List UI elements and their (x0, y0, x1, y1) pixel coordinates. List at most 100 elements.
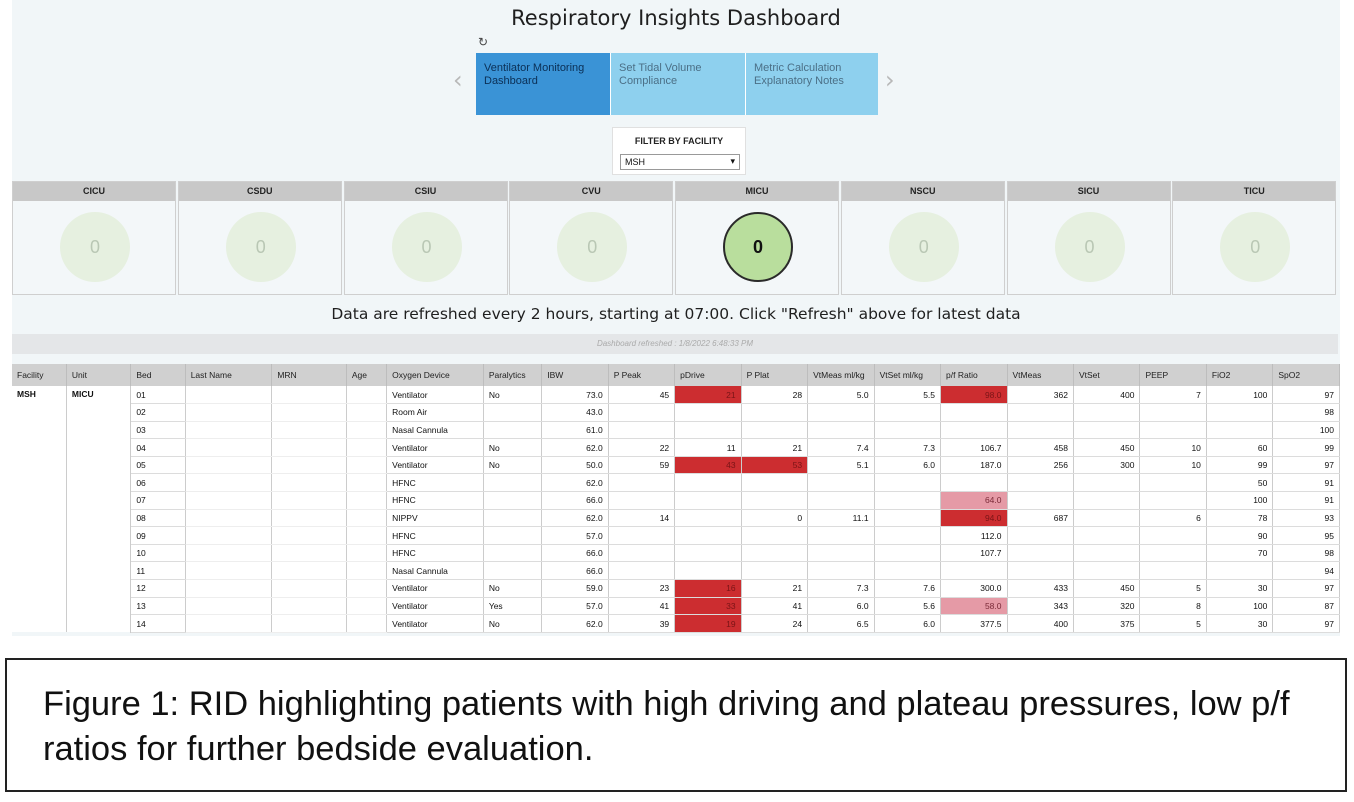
bed-cell: 14 (130, 614, 186, 633)
column-header[interactable]: Unit (66, 364, 132, 386)
unit-count-badge: 0 (1054, 212, 1125, 282)
column-header[interactable]: VtMeas (1007, 364, 1074, 386)
column-header[interactable]: P Peak (608, 364, 676, 386)
age-cell (346, 526, 388, 545)
vtset-cell (1073, 421, 1141, 440)
unit-card-micu[interactable]: MICU 0 (675, 181, 839, 295)
table-row[interactable]: 10 HFNC 66.0 107.7 70 98 (12, 544, 1340, 563)
ibw-cell: 43.0 (541, 403, 609, 422)
unit-summary-row: CICU 0 CSDU 0 CSIU 0 CVU 0 MICU 0 NSCU 0 SICU 0 TICU 0 (12, 181, 1338, 295)
column-header[interactable]: Oxygen Device (386, 364, 484, 386)
unit-count-badge: 0 (888, 212, 959, 282)
vtset-kg-cell (874, 473, 942, 493)
column-header[interactable]: VtMeas ml/kg (807, 364, 875, 386)
column-header[interactable]: SpO2 (1272, 364, 1340, 386)
unit-card-sicu[interactable]: SICU 0 (1006, 181, 1171, 295)
table-row[interactable]: 11 Nasal Cannula 66.0 94 (12, 561, 1340, 581)
column-header[interactable]: Age (346, 364, 388, 386)
column-header[interactable]: VtSet ml/kg (874, 364, 942, 386)
table-row[interactable]: 03 Nasal Cannula 61.0 100 (12, 421, 1340, 440)
pplat-cell: 0 (741, 509, 809, 528)
table-row[interactable]: MSH MICU 01 Ventilator No 73.0 45 21 28 5.0 5.5 98.… (12, 386, 1340, 633)
vtmeas-cell (1007, 421, 1074, 440)
column-header[interactable]: IBW (541, 364, 609, 386)
column-header[interactable]: Facility (12, 364, 67, 386)
table-row[interactable]: 02 Room Air 43.0 98 (12, 403, 1340, 422)
column-header[interactable]: P Plat (741, 364, 809, 386)
tab-ventilator-monitoring[interactable]: Ventilator Monitoring Dashboard (476, 53, 610, 115)
unit-card-csiu[interactable]: CSIU 0 (343, 181, 508, 295)
chevron-left-icon[interactable]: ‹ (453, 66, 463, 94)
bed-cell: 13 (130, 597, 186, 616)
table-row[interactable]: 07 HFNC 66.0 64.0 100 91 (12, 491, 1340, 510)
unit-card-nscu[interactable]: NSCU 0 (840, 181, 1005, 295)
age-cell (346, 386, 388, 405)
tab-metric-calculation[interactable]: Metric Calculation Explanatory Notes (745, 53, 878, 115)
paralytics-cell (483, 509, 543, 528)
ppeak-cell: 59 (608, 456, 676, 475)
pdrive-cell (674, 421, 742, 440)
unit-card-label: TICU (1173, 182, 1336, 201)
vtmeas-cell: 687 (1007, 509, 1074, 528)
age-cell (346, 579, 388, 598)
column-header[interactable]: PEEP (1139, 364, 1207, 386)
column-header[interactable]: pDrive (674, 364, 742, 386)
vtmeas-kg-cell: 6.5 (807, 614, 875, 633)
vtset-cell: 375 (1073, 614, 1141, 633)
table-row[interactable]: 14 Ventilator No 62.0 39 19 24 6.5 6.0 377.5 400 37… (12, 614, 1340, 633)
bed-cell: 02 (130, 403, 186, 422)
paralytics-cell: No (483, 386, 543, 405)
ppeak-cell: 14 (608, 509, 676, 528)
refresh-icon[interactable]: ↻ (478, 35, 489, 49)
unit-card-csdu[interactable]: CSDU 0 (177, 181, 342, 295)
table-row[interactable]: 09 HFNC 57.0 112.0 90 95 (12, 526, 1340, 545)
vtset-cell (1073, 403, 1141, 422)
last-name-cell (185, 579, 273, 598)
column-header[interactable]: VtSet (1073, 364, 1141, 386)
table-row[interactable]: 12 Ventilator No 59.0 23 16 21 7.3 7.6 300.0 433 45… (12, 579, 1340, 598)
tab-set-tidal-volume[interactable]: Set Tidal Volume Compliance (610, 53, 745, 115)
column-header[interactable]: FiO2 (1206, 364, 1274, 386)
column-header[interactable]: Paralytics (483, 364, 543, 386)
patient-table: Facility Unit Bed Last Name MRN Age Oxygen Dev… (12, 364, 1340, 633)
oxygen-device-cell: Ventilator (386, 386, 484, 405)
column-header[interactable]: Bed (130, 364, 186, 386)
bed-cell: 09 (130, 526, 186, 545)
facility-select[interactable]: MSH ▾ (620, 154, 740, 170)
table-row[interactable]: 13 Ventilator Yes 57.0 41 33 41 6.0 5.6 58.0 343 32… (12, 597, 1340, 616)
spo2-cell: 94 (1272, 561, 1340, 581)
table-row[interactable]: 06 HFNC 62.0 50 91 (12, 473, 1340, 493)
ibw-cell: 50.0 (541, 456, 609, 475)
bed-cell: 06 (130, 473, 186, 493)
pplat-cell: 41 (741, 597, 809, 616)
vtset-kg-cell: 6.0 (874, 614, 942, 633)
mrn-cell (271, 544, 347, 563)
vtset-cell (1073, 491, 1141, 510)
unit-card-cicu[interactable]: CICU 0 (12, 181, 176, 295)
last-name-cell (185, 438, 273, 457)
table-row[interactable]: 05 Ventilator No 50.0 59 43 53 5.1 6.0 187.0 256 30… (12, 456, 1340, 475)
column-header[interactable]: Last Name (185, 364, 273, 386)
pf-cell: 377.5 (940, 614, 1008, 633)
age-cell (346, 509, 388, 528)
unit-card-ticu[interactable]: TICU 0 (1172, 181, 1337, 295)
mrn-cell (271, 386, 347, 405)
column-header[interactable]: p/f Ratio (940, 364, 1008, 386)
pplat-cell: 21 (741, 579, 809, 598)
unit-card-label: SICU (1007, 182, 1170, 201)
fio2-cell: 30 (1206, 614, 1274, 633)
fio2-cell: 90 (1206, 526, 1274, 545)
pdrive-cell (674, 561, 742, 581)
spo2-cell: 87 (1272, 597, 1340, 616)
chevron-right-icon[interactable]: › (885, 66, 895, 94)
table-row[interactable]: 08 NIPPV 62.0 14 0 11.1 94.0 687 6 78 93 (12, 509, 1340, 528)
fio2-cell: 99 (1206, 456, 1274, 475)
vtset-kg-cell: 7.6 (874, 579, 942, 598)
pdrive-cell: 11 (674, 438, 742, 457)
table-row[interactable]: 04 Ventilator No 62.0 22 11 21 7.4 7.3 106.7 458 45… (12, 438, 1340, 457)
column-header[interactable]: MRN (271, 364, 347, 386)
vtmeas-kg-cell: 7.3 (807, 579, 875, 598)
paralytics-cell: Yes (483, 597, 543, 616)
bed-cell: 03 (130, 421, 186, 440)
unit-card-cvu[interactable]: CVU 0 (509, 181, 674, 295)
